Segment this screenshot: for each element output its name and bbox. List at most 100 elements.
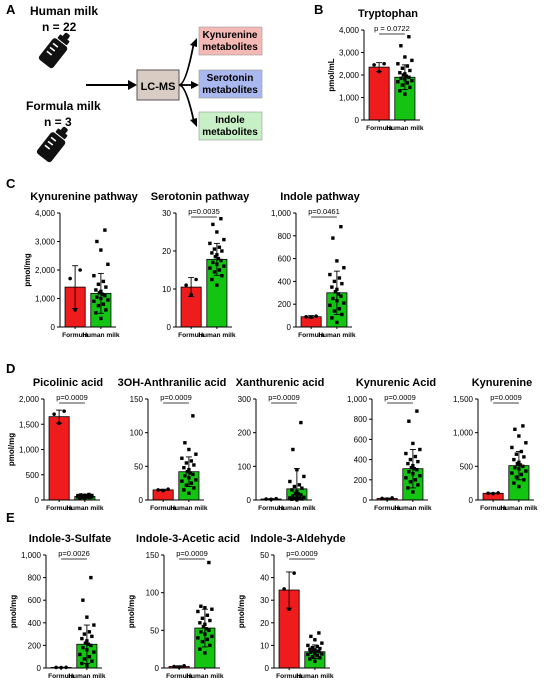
data-point [196, 609, 200, 614]
y-tick-label: 600 [278, 255, 292, 264]
data-point [205, 637, 210, 642]
data-point [187, 491, 191, 495]
data-point [92, 274, 96, 278]
chart-C-indole-pathway: Indole pathway 0 200 400 600 800 1,000 FormulaH… [271, 191, 361, 339]
y-tick-label: 150 [146, 551, 160, 560]
data-point [399, 44, 403, 48]
indole-metabolites-box [198, 111, 263, 141]
p-value-label: p=0.0009 [176, 549, 208, 558]
data-point [92, 623, 96, 627]
data-point [332, 279, 337, 284]
y-tick-label: 500 [460, 462, 474, 471]
data-point [510, 471, 514, 475]
data-point [78, 268, 82, 272]
data-point [288, 479, 292, 484]
chart-title: Serotonin pathway [151, 191, 250, 203]
data-point [517, 467, 521, 471]
data-point [183, 474, 187, 478]
data-point [222, 237, 226, 242]
x-tick-label: Formula [276, 673, 302, 680]
data-point [336, 292, 341, 296]
chart-title: 3OH-Anthranilic acid [118, 377, 227, 389]
data-point [313, 659, 317, 663]
data-point [342, 266, 346, 270]
y-axis-label: pmol/mg [23, 253, 32, 286]
data-point [208, 266, 212, 270]
data-point [328, 303, 332, 308]
data-point [203, 632, 207, 636]
data-point [340, 281, 344, 286]
data-point [95, 295, 99, 299]
x-tick-label: Human milk [82, 332, 120, 339]
arrow-head-indole [190, 118, 197, 127]
data-point [81, 598, 85, 602]
chart-title: Kynurenine pathway [30, 191, 138, 203]
formula-milk-bottle-icon [36, 126, 68, 163]
x-tick-label: Formula [62, 332, 88, 339]
human-milk-n: n = 22 [42, 20, 77, 34]
schematic-panel: Human milk n = 22 Formula milk n = 3 LC-… [26, 4, 263, 163]
data-point [200, 616, 205, 620]
arrow-to-kynurenine [178, 41, 195, 86]
y-tick-label: 100 [130, 429, 144, 438]
data-point [217, 268, 222, 272]
data-point [210, 277, 214, 282]
data-point [296, 492, 301, 496]
panel-letter-e: E [6, 510, 15, 525]
human-milk-label: Human milk [30, 4, 98, 18]
y-tick-label: 30 [260, 596, 269, 605]
y-tick-label: 400 [28, 619, 42, 628]
data-point [104, 308, 108, 312]
data-point [199, 604, 203, 608]
chart-title: Kynurenine [472, 377, 533, 389]
data-point [194, 277, 198, 282]
x-tick-label: Human milk [296, 673, 334, 680]
data-point [198, 621, 202, 625]
data-point [92, 299, 96, 304]
data-point [309, 650, 313, 654]
y-tick-label: 1,000 [21, 551, 42, 560]
data-point [205, 613, 210, 617]
data-point [337, 307, 342, 311]
data-point [103, 228, 107, 232]
data-point [514, 452, 519, 456]
data-point [94, 288, 98, 292]
data-point [398, 89, 402, 93]
data-point [408, 457, 413, 462]
chart-title: Xanthurenic acid [236, 377, 325, 389]
y-tick-label: 10 [260, 641, 269, 650]
data-point [200, 639, 205, 644]
data-point [295, 489, 299, 494]
x-tick-label: Formula [166, 673, 192, 680]
y-tick-label: 200 [278, 300, 292, 309]
p-value-label: p=0.0009 [268, 393, 300, 402]
data-point [99, 296, 103, 301]
data-point [85, 648, 89, 652]
y-tick-label: 600 [354, 435, 368, 444]
y-tick-label: 20 [260, 619, 269, 628]
data-point [335, 299, 339, 303]
y-tick-label: 0 [35, 496, 40, 505]
data-point [411, 472, 415, 476]
data-point [291, 447, 295, 452]
y-tick-label: 40 [260, 574, 269, 583]
data-point [184, 483, 189, 487]
data-point [166, 487, 170, 492]
y-tick-label: 200 [354, 476, 368, 485]
data-point [82, 632, 87, 636]
data-point [194, 452, 198, 456]
data-point [76, 493, 80, 498]
x-tick-label: Formula [374, 505, 400, 512]
data-point [189, 459, 194, 463]
data-point [292, 571, 296, 575]
data-point [215, 253, 219, 257]
arrow-head-kynurenine [190, 38, 197, 47]
y-tick-label: 1,000 [271, 209, 292, 218]
y-tick-label: 0 [355, 116, 360, 125]
x-tick-label: Formula [46, 505, 72, 512]
y-tick-label: 100 [146, 589, 160, 598]
data-point [314, 314, 318, 318]
y-tick-label: 1,000 [35, 295, 56, 304]
